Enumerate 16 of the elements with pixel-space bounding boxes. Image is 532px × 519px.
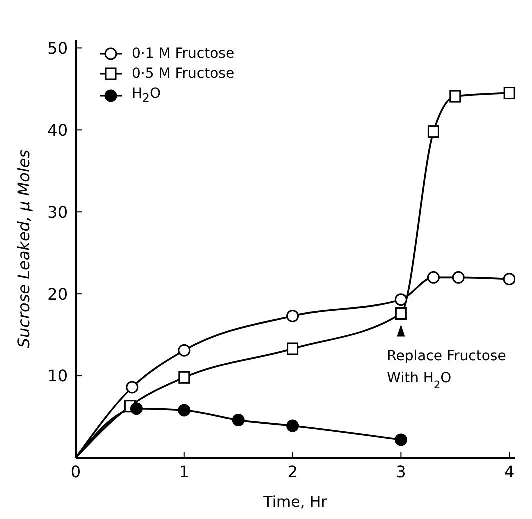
y-tick-label: 20 — [48, 284, 68, 304]
x-tick-label: 0 — [70, 462, 82, 482]
x-tick-label: 2 — [288, 462, 298, 482]
y-tick-label: 50 — [48, 38, 68, 58]
legend-label: H$_{2}$O — [132, 86, 161, 105]
y-axis-title: Sucrose Leaked, μ Moles — [14, 150, 34, 348]
legend-label: 0·1 M Fructose — [132, 46, 235, 62]
x-tick-label: 1 — [179, 462, 190, 482]
y-tick-label: 10 — [48, 366, 68, 386]
y-tick-label: 30 — [48, 202, 68, 222]
annotation: Replace Fructose With H$_{2}$O — [387, 348, 506, 392]
legend-label: 0·5 M Fructose — [132, 66, 235, 82]
x-tick-label: 3 — [396, 462, 406, 482]
x-axis-title: Time, Hr — [262, 493, 328, 511]
x-tick-label: 4 — [504, 462, 515, 482]
y-tick-label: 40 — [48, 120, 68, 140]
